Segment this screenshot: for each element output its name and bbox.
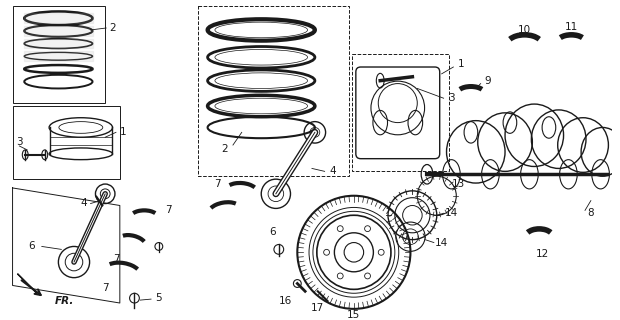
Bar	[352, 54, 450, 171]
Text: 11: 11	[565, 22, 578, 32]
Text: 7: 7	[214, 179, 221, 189]
Text: FR.: FR.	[55, 296, 74, 306]
Text: 7: 7	[102, 284, 108, 293]
Bar	[12, 106, 120, 179]
Text: 7: 7	[166, 205, 172, 215]
Text: 9: 9	[484, 76, 491, 86]
Text: 16: 16	[279, 296, 292, 306]
Text: 6: 6	[29, 242, 35, 252]
Text: 3: 3	[16, 137, 23, 147]
Text: 2: 2	[110, 23, 117, 33]
Text: 4: 4	[329, 166, 336, 176]
Text: 6: 6	[270, 227, 277, 237]
Text: 7: 7	[113, 254, 120, 264]
Text: 4: 4	[81, 197, 87, 208]
Text: 13: 13	[451, 179, 465, 189]
Text: 1: 1	[458, 59, 464, 69]
Text: 17: 17	[311, 303, 324, 313]
Text: 2: 2	[221, 144, 228, 154]
Text: 12: 12	[536, 249, 549, 259]
Bar	[198, 5, 349, 176]
Text: 14: 14	[435, 237, 448, 248]
Text: 14: 14	[445, 208, 458, 218]
Text: 10: 10	[518, 25, 531, 35]
Bar	[12, 5, 105, 103]
Text: 8: 8	[588, 208, 594, 218]
Text: 1: 1	[120, 127, 126, 137]
Polygon shape	[17, 274, 37, 293]
Text: 3: 3	[448, 93, 454, 103]
Text: 5: 5	[156, 293, 162, 303]
Text: 15: 15	[347, 310, 360, 320]
